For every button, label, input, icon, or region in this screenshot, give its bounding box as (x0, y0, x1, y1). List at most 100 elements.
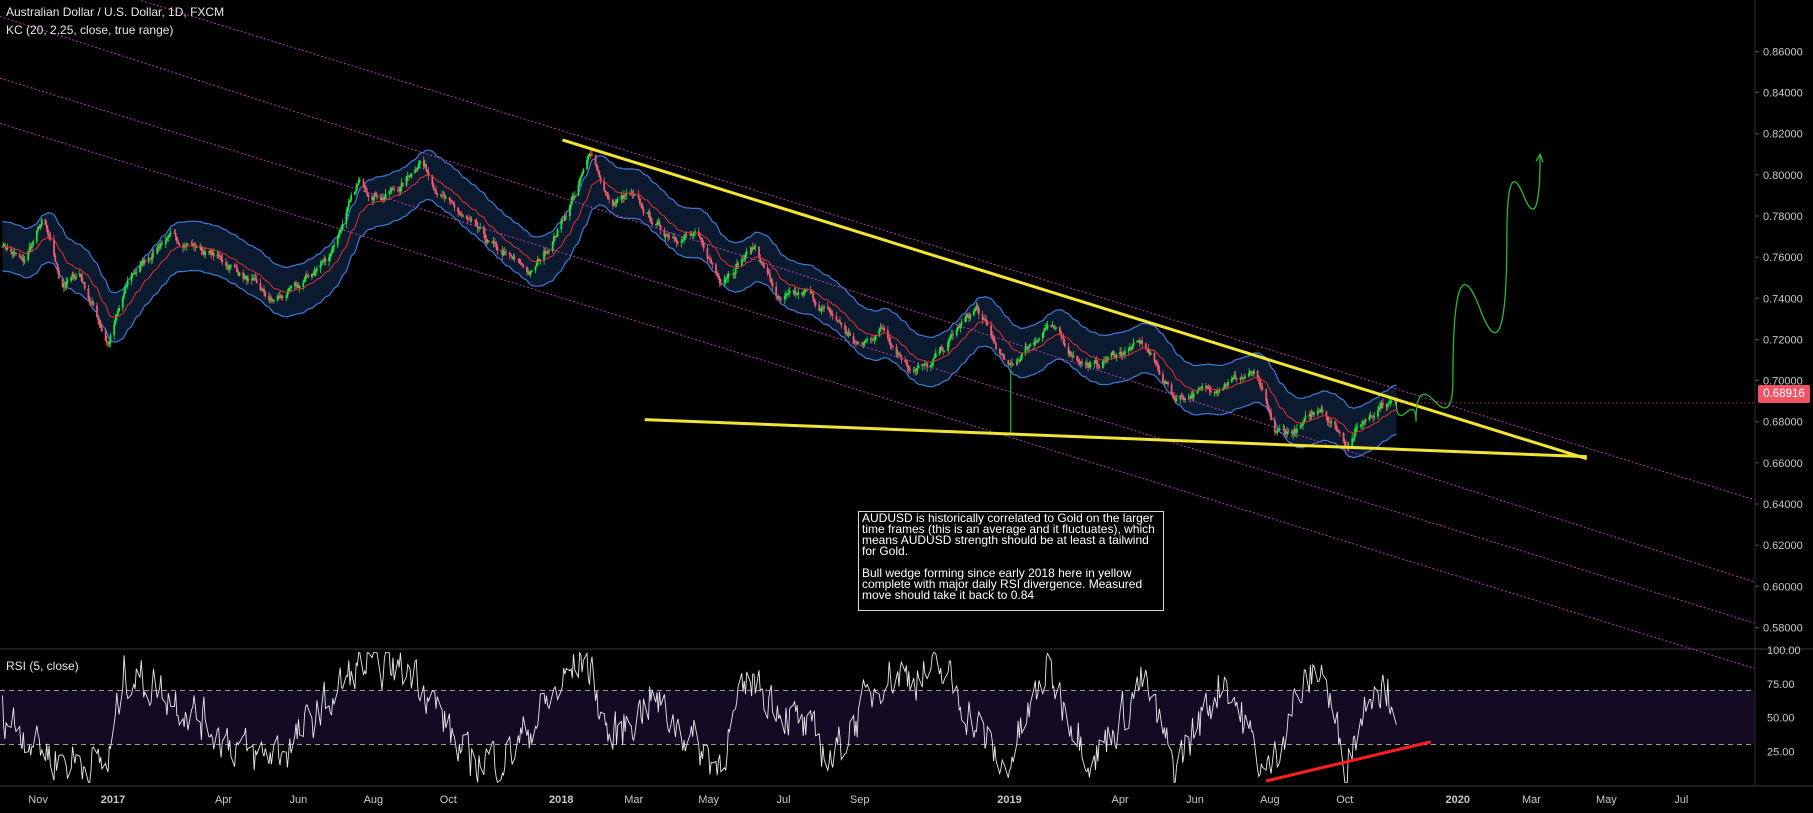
candle-body (518, 259, 521, 263)
rsi-legend[interactable]: RSI (5, close) (6, 659, 79, 673)
candle-body (654, 224, 657, 226)
candle-body (486, 240, 489, 243)
candle-body (548, 250, 550, 252)
candle-body (131, 273, 134, 276)
candle-body (801, 292, 803, 295)
candle-body (1329, 422, 1331, 424)
candle-body (1147, 349, 1150, 352)
candle-body (1012, 364, 1015, 366)
candle-body (806, 289, 808, 291)
candle-body (766, 267, 769, 274)
candle-body (844, 325, 846, 330)
candle-body (1124, 351, 1126, 355)
candle-body (689, 234, 692, 235)
candle-body (646, 213, 649, 215)
candle-body (1373, 416, 1376, 418)
candle-body (887, 330, 889, 339)
candle-body (578, 179, 581, 186)
candle-body (984, 318, 986, 320)
candle-body (1215, 392, 1217, 394)
candle-body (1181, 395, 1184, 398)
price-tick-label: 0.80000 (1763, 170, 1803, 182)
candle-body (406, 175, 409, 177)
candle-body (760, 262, 763, 264)
price-axis[interactable]: 0.58000 0.60000 0.62000 0.64000 0.66000 0.680… (1754, 0, 1803, 785)
price-tick-label: 0.68000 (1763, 417, 1803, 429)
candle-body (276, 296, 279, 300)
candle-body (234, 265, 237, 268)
candle-body (914, 370, 916, 372)
candle-body (288, 288, 291, 289)
candle-body (243, 277, 246, 279)
price-tick-label: 0.76000 (1763, 252, 1803, 264)
candle-body (1, 246, 4, 248)
candle-body (831, 314, 834, 316)
candle-body (882, 327, 884, 329)
candle-body (80, 274, 82, 278)
candle-body (11, 251, 14, 254)
rsi-axis[interactable]: 25.00 50.00 75.00 100.00 (1767, 645, 1801, 758)
keltner-basis (2, 174, 1397, 434)
time-tick-label: 2017 (101, 794, 125, 806)
candle-body (826, 306, 829, 309)
candle-body (491, 241, 494, 244)
candle-body (448, 198, 451, 200)
candle-body (244, 275, 247, 278)
candle-body (1162, 374, 1164, 383)
candle-body (417, 163, 420, 169)
candle-body (785, 294, 787, 297)
candle-body (1285, 433, 1287, 435)
candle-body (700, 237, 703, 241)
candle-body (1119, 351, 1121, 356)
candle-body (487, 240, 490, 242)
indicator-legend[interactable]: KC (20, 2.25, close, true range) (6, 23, 174, 37)
candle-body (290, 285, 292, 288)
symbol-title[interactable]: Australian Dollar / U.S. Dollar, 1D, FXC… (6, 5, 225, 19)
candle-body (1102, 361, 1104, 369)
candle-body (329, 253, 332, 258)
candle-body (139, 265, 141, 273)
time-axis[interactable]: Nov 2017 Apr Jun Aug Oct 2018 Mar May Jul Sep 2019 A… (0, 785, 1813, 806)
candle-body (281, 296, 284, 298)
candle-body (668, 237, 671, 238)
candle-body (611, 199, 614, 206)
candle-body (912, 370, 915, 372)
candle-body (1089, 363, 1092, 366)
candle-body (787, 292, 790, 294)
candle-body (1296, 428, 1298, 433)
candle-body (1019, 357, 1022, 361)
price-pane[interactable] (1, 148, 1398, 459)
candle-body (15, 252, 17, 255)
candle-body (316, 268, 318, 271)
candle-body (1327, 421, 1330, 423)
candle-body (263, 289, 265, 293)
candle-body (1072, 355, 1075, 358)
candle-body (462, 215, 464, 217)
candle-body (28, 247, 31, 251)
candle-body (226, 265, 229, 266)
candle-body (492, 242, 495, 244)
candle-body (1103, 360, 1105, 362)
candle-body (379, 197, 382, 200)
candle-body (237, 272, 240, 276)
candle-body (694, 231, 696, 233)
time-tick-label: Mar (1522, 794, 1541, 806)
candle-body (624, 195, 626, 196)
annotation-box[interactable]: AUDUSD is historically correlated to Gol… (858, 511, 1164, 611)
candle-body (349, 199, 351, 203)
rsi-pane[interactable] (0, 648, 1813, 784)
candle-body (909, 369, 911, 371)
candle-body (758, 246, 760, 259)
candle-body (1127, 348, 1130, 352)
candle-body (134, 273, 136, 274)
candle-body (1239, 378, 1242, 380)
candle-body (304, 275, 307, 280)
candle-body (333, 245, 335, 247)
candle-body (1007, 359, 1010, 365)
candle-body (753, 247, 755, 250)
candle-body (889, 341, 892, 346)
candle-body (906, 365, 909, 368)
candle-body (647, 212, 650, 214)
candle-body (1087, 363, 1089, 368)
